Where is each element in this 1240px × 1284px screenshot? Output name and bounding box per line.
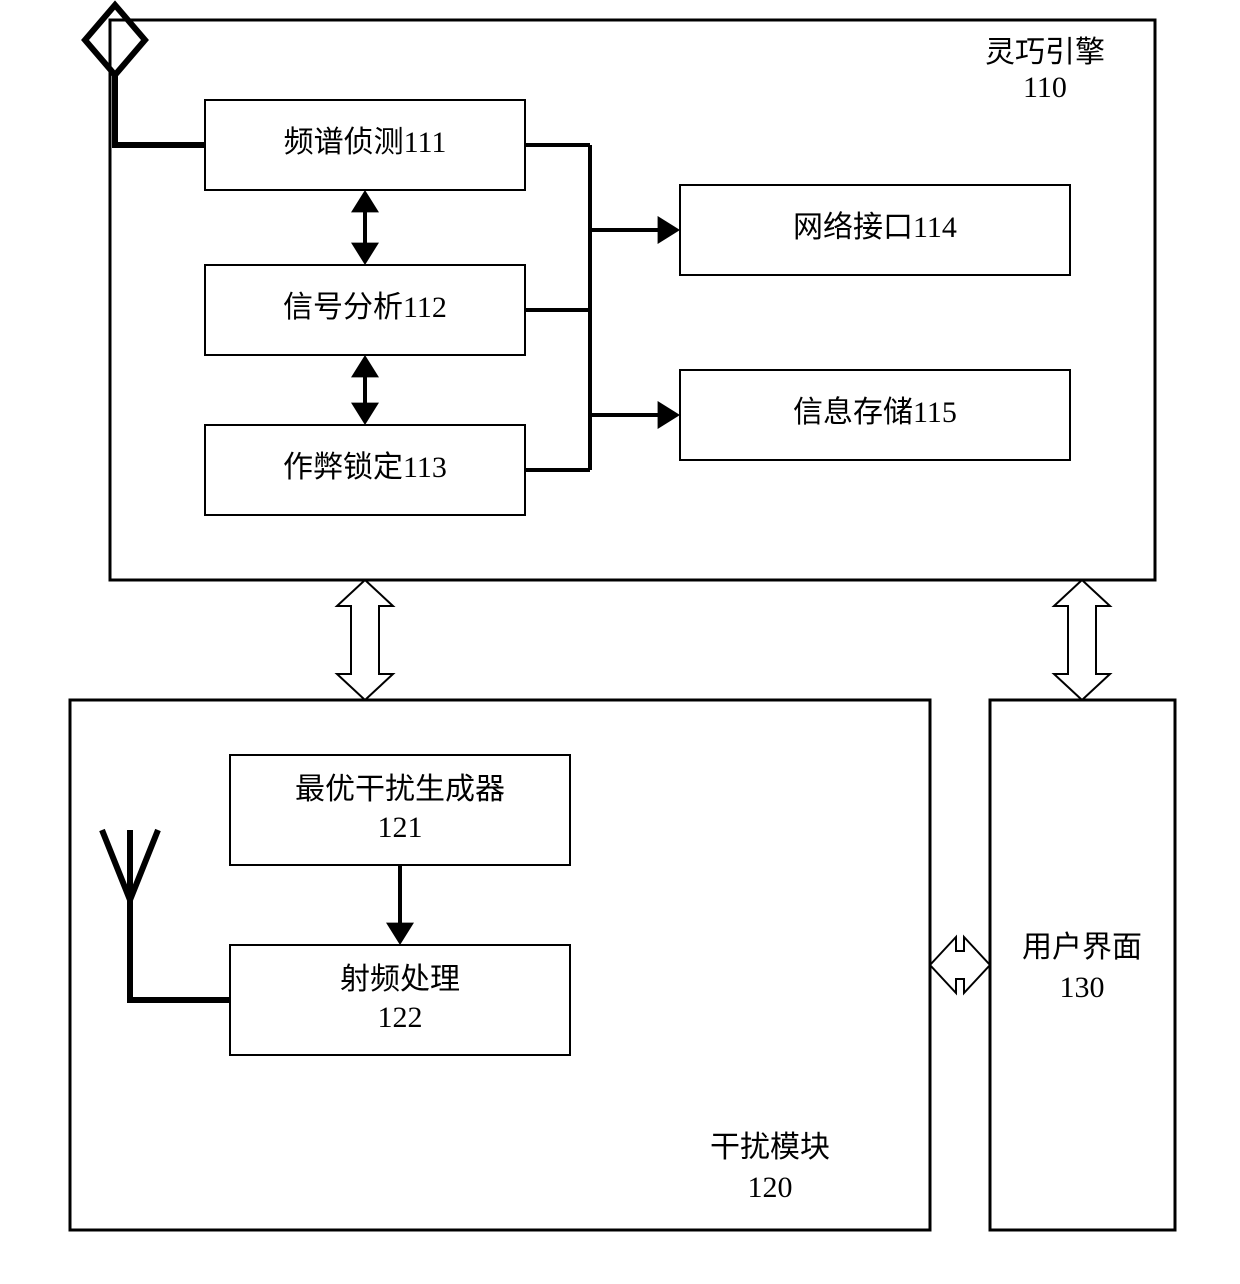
container-ref-jammer: 120 bbox=[748, 1171, 793, 1204]
node-ref-n121: 121 bbox=[378, 811, 423, 844]
container-ref-ui: 130 bbox=[1060, 971, 1105, 1004]
node-label-n122: 射频处理 bbox=[340, 963, 460, 996]
antenna-top-icon bbox=[85, 5, 205, 145]
container-ui: 用户界面 130 bbox=[990, 700, 1175, 1230]
antenna-bottom-icon bbox=[102, 830, 230, 1000]
node-n115: 信息存储115 bbox=[680, 370, 1070, 460]
node-n112: 信号分析112 bbox=[205, 265, 525, 355]
bus bbox=[525, 145, 662, 470]
node-n111: 频谱侦测111 bbox=[205, 100, 525, 190]
container-ref-engine: 110 bbox=[1023, 71, 1067, 104]
node-label-n113: 作弊锁定113 bbox=[283, 451, 447, 484]
container-title-jammer: 干扰模块 bbox=[710, 1131, 830, 1164]
node-label-n111: 频谱侦测111 bbox=[284, 126, 447, 159]
node-label-n114: 网络接口114 bbox=[793, 211, 957, 244]
node-label-n115: 信息存储115 bbox=[793, 396, 957, 429]
node-n122: 射频处理 122 bbox=[230, 945, 570, 1055]
container-title-ui: 用户界面 bbox=[1022, 931, 1142, 964]
node-n113: 作弊锁定113 bbox=[205, 425, 525, 515]
container-title-engine: 灵巧引擎 bbox=[985, 36, 1105, 69]
node-n121: 最优干扰生成器 121 bbox=[230, 755, 570, 865]
node-n114: 网络接口114 bbox=[680, 185, 1070, 275]
node-label-n121: 最优干扰生成器 bbox=[295, 773, 505, 806]
node-ref-n122: 122 bbox=[378, 1001, 423, 1034]
node-label-n112: 信号分析112 bbox=[283, 291, 447, 324]
